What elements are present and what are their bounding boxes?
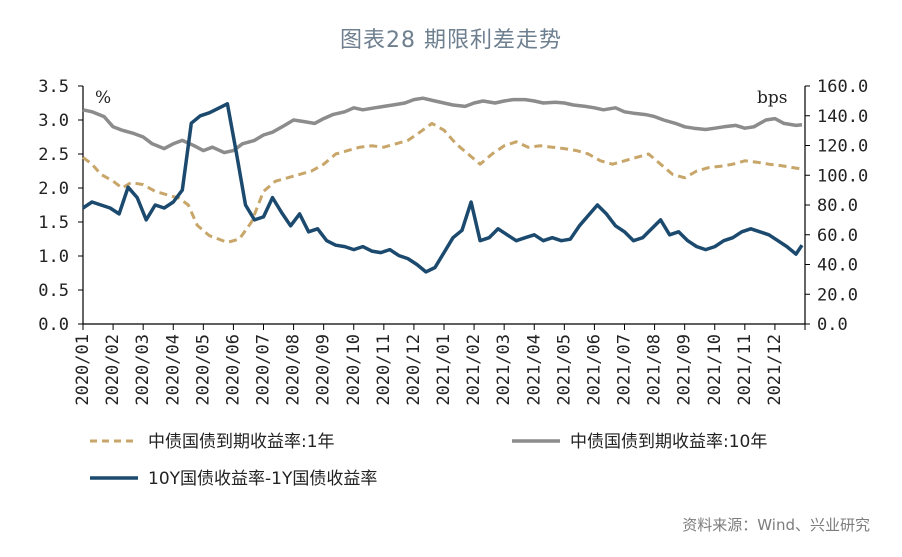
- legend-spread-label: 10Y国债收益率-1Y国债收益率: [148, 469, 377, 489]
- x-tick-label: 2021/12: [765, 334, 785, 406]
- x-tick-label: 2020/05: [193, 334, 213, 406]
- left-unit-label: %: [95, 88, 111, 108]
- x-tick-label: 2021/04: [524, 334, 544, 406]
- right-tick-label: 100.0: [817, 166, 868, 186]
- right-tick-label: 40.0: [817, 256, 858, 276]
- x-tick-label: 2021/08: [645, 334, 665, 406]
- x-tick-label: 2020/04: [163, 334, 183, 406]
- x-tick-label: 2021/01: [434, 334, 454, 406]
- x-tick-label: 2021/10: [705, 334, 725, 406]
- left-tick-label: 2.0: [38, 179, 69, 199]
- x-tick-label: 2020/07: [254, 334, 274, 406]
- left-tick-label: 0.0: [38, 315, 69, 335]
- right-tick-label: 140.0: [817, 107, 868, 127]
- left-tick-label: 3.0: [38, 111, 69, 131]
- source-note: 资料来源：Wind、兴业研究: [682, 516, 870, 534]
- right-tick-label: 160.0: [817, 77, 868, 97]
- series-1y-yield-line: [82, 121, 803, 244]
- x-tick-label: 2020/03: [133, 334, 153, 406]
- x-tick-label: 2020/10: [344, 334, 364, 406]
- left-tick-label: 3.5: [38, 77, 69, 97]
- left-tick-label: 1.5: [38, 213, 69, 233]
- x-tick-label: 2021/05: [554, 334, 574, 406]
- x-tick-label: 2021/07: [615, 334, 635, 406]
- x-tick-label: 2020/01: [73, 334, 93, 406]
- left-tick-label: 0.5: [38, 281, 69, 301]
- x-tick-label: 2021/06: [584, 334, 604, 406]
- x-tick-label: 2021/03: [494, 334, 514, 406]
- right-tick-label: 60.0: [817, 226, 858, 246]
- series-spread-line: [82, 102, 804, 274]
- chart-title: 图表28 期限利差走势: [340, 28, 562, 53]
- legend-10y-label: 中债国债到期收益率:10年: [570, 432, 767, 452]
- x-tick-label: 2020/12: [404, 334, 424, 406]
- right-tick-label: 80.0: [817, 196, 858, 216]
- x-tick-label: 2021/09: [675, 334, 695, 406]
- right-unit-label: bps: [757, 88, 788, 108]
- x-tick-label: 2020/02: [103, 334, 123, 406]
- x-tick-label: 2020/08: [284, 334, 304, 406]
- x-tick-label: 2020/11: [374, 334, 394, 406]
- x-tick-label: 2020/09: [314, 334, 334, 406]
- left-tick-label: 2.5: [38, 145, 69, 165]
- x-tick-label: 2021/11: [735, 334, 755, 406]
- legend-1y-label: 中债国债到期收益率:1年: [148, 432, 335, 452]
- right-tick-label: 20.0: [817, 285, 858, 305]
- x-tick-label: 2020/06: [223, 334, 243, 406]
- left-tick-label: 1.0: [38, 247, 69, 267]
- x-tick-label: 2021/02: [464, 334, 484, 406]
- series-10y-yield-line: [82, 96, 803, 155]
- right-tick-label: 120.0: [817, 137, 868, 157]
- right-tick-label: 0.0: [817, 315, 848, 335]
